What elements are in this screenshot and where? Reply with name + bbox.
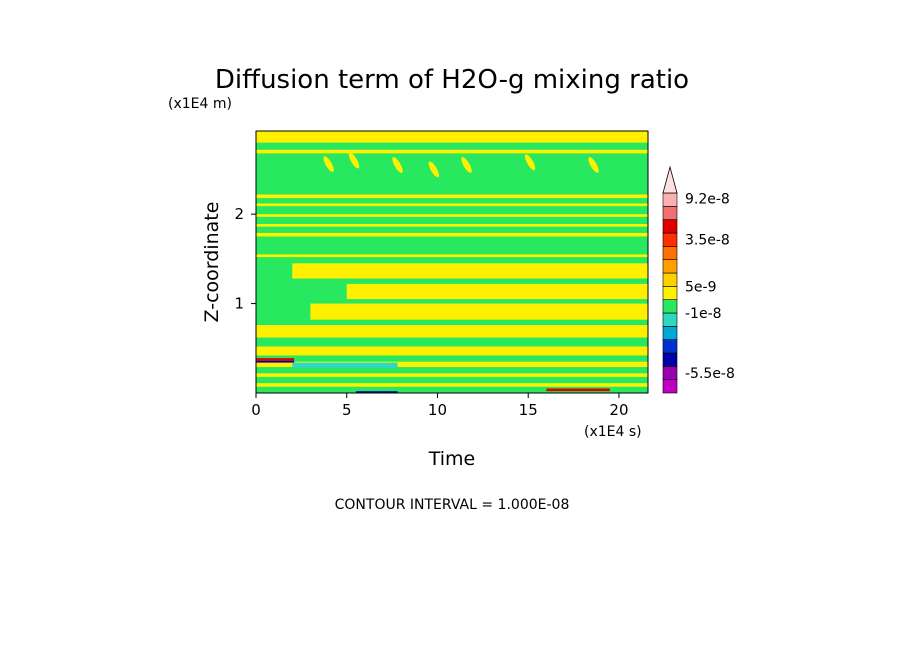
x-tick-label: 20 — [609, 401, 628, 419]
contour-spot — [524, 154, 536, 171]
x-tick-label: 15 — [519, 401, 538, 419]
colorbar-segment — [662, 379, 678, 394]
y-tick-label: 2 — [234, 205, 244, 223]
contour-band — [546, 388, 610, 392]
colorbar-segment — [662, 352, 678, 367]
contour-band — [256, 383, 648, 387]
colorbar-label: 9.2e-8 — [685, 191, 730, 207]
colorbar-label: -1e-8 — [685, 306, 722, 322]
colorbar-segment — [662, 259, 678, 274]
colorbar-label: 5e-9 — [685, 279, 716, 295]
colorbar-segment — [662, 326, 678, 340]
contour-band — [310, 303, 648, 320]
contour-interval: CONTOUR INTERVAL = 1.000E-08 — [335, 497, 570, 513]
contour-band — [256, 358, 295, 361]
x-tick-label: 10 — [428, 401, 447, 419]
colorbar — [662, 165, 678, 394]
contour-spot — [588, 157, 599, 173]
contour-band — [292, 263, 648, 279]
colorbar-segment — [662, 312, 678, 327]
contour-bands — [256, 131, 648, 393]
contour-spot — [392, 157, 403, 173]
colorbar-segment — [662, 339, 678, 354]
colorbar-labels: 9.2e-8 3.5e-8 5e-9 -1e-8 -5.5e-8 — [685, 191, 735, 382]
contour-band — [256, 203, 648, 207]
colorbar-label: -5.5e-8 — [685, 366, 735, 382]
contour-band — [256, 223, 648, 227]
x-axis-label: Time — [428, 448, 476, 470]
colorbar-segment — [662, 366, 678, 380]
contour-band — [355, 391, 398, 393]
contour-band — [256, 232, 648, 237]
contour-band — [256, 131, 648, 143]
contour-band — [256, 361, 648, 368]
x-scale-label: (x1E4 s) — [584, 424, 642, 440]
x-tick-label: 0 — [251, 401, 261, 419]
contour-band — [292, 362, 398, 368]
colorbar-label: 3.5e-8 — [685, 233, 730, 249]
colorbar-segment — [662, 299, 678, 314]
plot-area — [255, 130, 649, 394]
colorbar-segment — [662, 272, 678, 287]
chart-title: Diffusion term of H2O-g mixing ratio — [215, 65, 689, 95]
y-axis-ticks: 12 — [234, 205, 256, 313]
colorbar-segment — [662, 286, 678, 300]
colorbar-segment — [662, 192, 678, 207]
contour-band — [256, 149, 648, 154]
colorbar-segment — [662, 206, 678, 220]
contour-band — [256, 346, 648, 356]
contour-band — [256, 360, 295, 363]
x-tick-label: 5 — [342, 401, 352, 419]
y-scale-label: (x1E4 m) — [168, 96, 232, 112]
contour-band — [256, 194, 648, 199]
colorbar-segment — [662, 219, 678, 234]
x-axis-ticks: 0 5 10 15 20 — [251, 393, 629, 419]
contour-spot — [323, 156, 334, 173]
contour-spot — [461, 157, 472, 173]
colorbar-segment — [662, 246, 678, 260]
colorbar-arrow — [662, 165, 678, 194]
plot-frame — [255, 130, 649, 394]
contour-spot — [428, 161, 440, 178]
contour-band — [256, 325, 648, 338]
contour-band — [256, 373, 648, 377]
contour-band — [256, 254, 648, 258]
y-tick-label: 1 — [234, 295, 244, 313]
contour-band — [346, 283, 648, 300]
colorbar-segment — [662, 232, 678, 247]
contour-band — [256, 214, 648, 217]
contour-spots — [323, 152, 599, 178]
y-axis-label: Z-coordinate — [201, 202, 223, 323]
contour-spot — [348, 152, 360, 169]
